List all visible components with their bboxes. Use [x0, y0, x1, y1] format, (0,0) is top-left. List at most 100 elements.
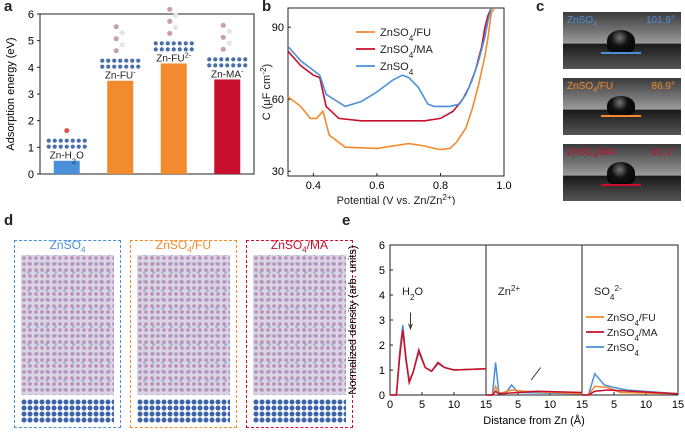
substrate-atom	[153, 41, 158, 46]
substrate-atom	[153, 47, 158, 52]
substrate-atom	[124, 64, 129, 69]
x-axis-label: Distance from Zn (Å)	[483, 414, 584, 427]
substrate-atom	[106, 58, 111, 63]
substrate-atom	[58, 144, 63, 149]
substrate-atom	[64, 138, 69, 143]
substrate-atom	[159, 47, 164, 52]
x-tick-label: 0.8	[433, 180, 448, 192]
legend-label-0-main: ZnSO	[380, 27, 409, 39]
series-line-1	[287, 7, 493, 122]
substrate-atom	[225, 63, 230, 68]
substrate-atom	[136, 64, 141, 69]
section-label-main: Zn	[498, 286, 511, 298]
x-axis-label-sup: 2+	[442, 193, 452, 202]
legend-label-1-sub: 4	[634, 334, 639, 343]
substrate-atom	[118, 64, 123, 69]
x-tick-label: 10	[640, 399, 652, 411]
molecule-atom	[226, 28, 232, 34]
x-tick-label: 0.6	[369, 180, 384, 192]
legend-label-0-tail: /FU	[639, 312, 656, 324]
zinc-slab	[137, 399, 230, 423]
molecule-atom	[226, 40, 232, 46]
x-tick-label: 15	[480, 399, 492, 411]
section-label-sup: 2+	[511, 284, 521, 293]
substrate-atom	[183, 47, 188, 52]
category-label-sup: 2-	[185, 50, 192, 59]
category-label-main: Zn-H	[50, 151, 72, 162]
legend-label-1: ZnSO4/MA	[380, 44, 434, 60]
x-axis-label-tail: )	[452, 195, 456, 205]
zinc-slab	[21, 399, 114, 423]
md-box-title: ZnSO4	[49, 238, 86, 255]
molecule-atom	[167, 30, 173, 36]
y-tick-label: 5	[28, 36, 34, 48]
y-axis-label-tail: )	[261, 64, 273, 68]
substrate-atom	[219, 57, 224, 62]
panel-label-e: e	[342, 212, 351, 229]
legend-label-1-tail: /MA	[413, 44, 433, 56]
y-tick-label: 6	[379, 240, 385, 252]
electrolyte-snapshot	[253, 255, 346, 395]
molecule-atom	[119, 42, 125, 48]
substrate-atom	[70, 144, 75, 149]
category-label-main: Zn-FU	[105, 71, 133, 82]
category-label: Zn-MA-	[211, 66, 244, 81]
category-label-bg	[44, 150, 89, 161]
substrate-atom	[237, 63, 242, 68]
x-tick-label: 5	[611, 399, 617, 411]
x-tick-label: 0	[387, 399, 393, 411]
substrate-atom	[76, 138, 81, 143]
section-label-sub: 2	[410, 293, 415, 302]
y-tick-label: 60	[272, 94, 284, 106]
substrate-atom	[207, 57, 212, 62]
md-box: ZnSO4/FU	[130, 238, 237, 428]
curve-h2o-znso4	[390, 324, 487, 396]
category-label-bg	[151, 53, 196, 64]
x-tick-label: 15	[576, 399, 588, 411]
y-tick-label: 1	[28, 142, 34, 154]
legend-label-0-tail: /FU	[413, 27, 431, 39]
substrate-atom	[219, 63, 224, 68]
molecule-atom	[119, 30, 125, 36]
y-axis-label: Normalized density (arb. units)	[347, 245, 359, 394]
legend-label-0: ZnSO4/FU	[380, 27, 431, 43]
y-tick-label: 4	[28, 62, 34, 74]
y-tick-label: 2	[28, 116, 34, 128]
substrate-atom	[213, 57, 218, 62]
substrate-atom	[136, 58, 141, 63]
legend-label-2: ZnSO4	[607, 342, 639, 358]
x-tick-label: 5	[515, 399, 521, 411]
substrate-atom	[130, 58, 135, 63]
electrolyte-snapshot	[21, 255, 114, 395]
y-tick-label: 0	[379, 390, 385, 402]
substrate-atom	[64, 144, 69, 149]
curve-zn-ma	[486, 390, 583, 396]
category-label-sub: 2	[72, 156, 76, 165]
section-label-main: H	[402, 286, 410, 298]
substrate-atom	[52, 138, 57, 143]
annotation-arrow	[530, 367, 542, 381]
section-label-main: SO	[594, 286, 610, 298]
water-droplet	[607, 162, 635, 184]
category-label: Zn-FU-	[105, 67, 136, 82]
bar-Zn-FU-	[107, 80, 134, 174]
substrate-atom	[165, 41, 170, 46]
curve-h2o-ma	[390, 329, 487, 396]
substrate-atom	[130, 64, 135, 69]
x-tick-label: 5	[419, 399, 425, 411]
y-tick-label: 3	[28, 89, 34, 101]
md-box-title: ZnSO4/FU	[155, 238, 212, 255]
category-label-main: Zn-FU	[156, 53, 184, 64]
legend-label-2: ZnSO4	[380, 61, 414, 77]
substrate-atom	[100, 58, 105, 63]
substrate-atom	[159, 41, 164, 46]
section-label-tail: O	[415, 286, 424, 298]
md-snapshot-panel: ZnSO4 ZnSO4/FU ZnSO4/MA	[14, 238, 353, 430]
baseline-marker	[601, 52, 641, 54]
md-box: ZnSO4/MA	[246, 238, 353, 428]
contact-angle-panel: ZnSO4 101.9° ZnSO4/FU 86.9° ZnSO4/MA 91.…	[563, 12, 681, 202]
water-droplet	[607, 30, 635, 52]
x-tick-label: 10	[448, 399, 460, 411]
bar-Zn-MA-	[214, 79, 241, 174]
